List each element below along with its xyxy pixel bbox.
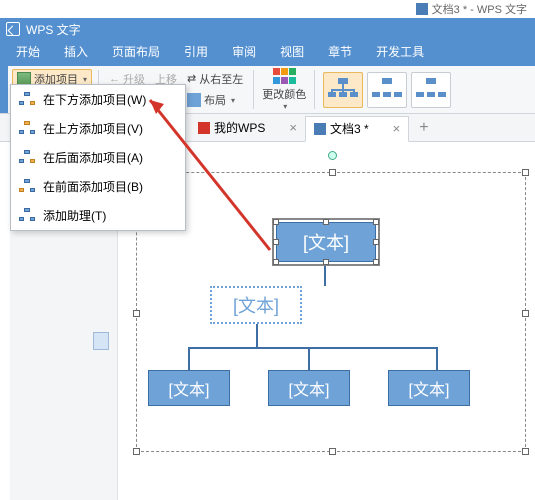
chevron-down-icon: ▾ — [83, 75, 87, 84]
org-node-child-1[interactable]: [文本] — [148, 370, 230, 406]
resize-handle[interactable] — [133, 310, 140, 317]
resize-handle[interactable] — [522, 448, 529, 455]
org-node-child-3[interactable]: [文本] — [388, 370, 470, 406]
menu-insert[interactable]: 插入 — [52, 39, 100, 66]
node-handle[interactable] — [373, 239, 379, 245]
menu-bar: 开始 插入 页面布局 引用 审阅 视图 章节 开发工具 — [0, 40, 535, 66]
window-title: 文档3 * - WPS 文字 — [432, 1, 527, 17]
doc-icon — [314, 123, 326, 135]
resize-handle[interactable] — [329, 169, 336, 176]
app-bar: WPS 文字 — [0, 18, 535, 40]
menu-page-layout[interactable]: 页面布局 — [100, 39, 172, 66]
connector — [188, 347, 190, 371]
resize-handle[interactable] — [133, 448, 140, 455]
wps-logo-icon — [6, 22, 20, 36]
add-above-icon — [19, 121, 35, 137]
add-below-icon — [19, 92, 35, 108]
close-icon[interactable]: × — [289, 120, 297, 135]
node-handle[interactable] — [373, 259, 379, 265]
org-preset-icon — [372, 78, 402, 102]
page-thumb-icon — [93, 332, 109, 350]
resize-handle[interactable] — [522, 169, 529, 176]
org-node-root[interactable]: [文本] — [276, 222, 376, 262]
doc-icon — [416, 3, 428, 15]
rotate-handle[interactable] — [328, 151, 337, 160]
node-handle[interactable] — [323, 219, 329, 225]
app-name: WPS 文字 — [26, 21, 81, 38]
menu-dev[interactable]: 开发工具 — [364, 39, 436, 66]
separator — [314, 70, 315, 109]
menu-start[interactable]: 开始 — [4, 39, 52, 66]
window-title-bar: 文档3 * - WPS 文字 — [0, 0, 535, 18]
add-before-icon — [19, 179, 35, 195]
org-preset-icon — [328, 78, 358, 102]
resize-handle[interactable] — [329, 448, 336, 455]
layout-preset-1[interactable] — [323, 72, 363, 108]
connector — [256, 324, 258, 348]
new-tab-button[interactable]: + — [419, 119, 428, 137]
node-handle[interactable] — [323, 259, 329, 265]
color-swatch-icon — [273, 68, 296, 75]
add-assistant-icon — [19, 208, 35, 224]
tab-doc3[interactable]: 文档3 * × — [305, 116, 409, 142]
connector — [308, 347, 310, 371]
connector — [188, 347, 438, 349]
org-node-child-2[interactable]: [文本] — [268, 370, 350, 406]
connector — [324, 262, 326, 286]
menu-review[interactable]: 审阅 — [220, 39, 268, 66]
menu-view[interactable]: 视图 — [268, 39, 316, 66]
menu-chapter[interactable]: 章节 — [316, 39, 364, 66]
layout-preset-3[interactable] — [411, 72, 451, 108]
org-node-mid[interactable]: [文本] — [210, 286, 302, 324]
close-icon[interactable]: × — [393, 121, 401, 136]
resize-handle[interactable] — [522, 310, 529, 317]
connector — [436, 347, 438, 371]
node-handle[interactable] — [373, 219, 379, 225]
annotation-arrow — [130, 80, 290, 260]
add-after-icon — [19, 150, 35, 166]
org-preset-icon — [416, 78, 446, 102]
layout-preset-2[interactable] — [367, 72, 407, 108]
arrow-left-icon: ← — [109, 73, 120, 85]
ribbon-accent-strip — [0, 66, 8, 113]
menu-reference[interactable]: 引用 — [172, 39, 220, 66]
